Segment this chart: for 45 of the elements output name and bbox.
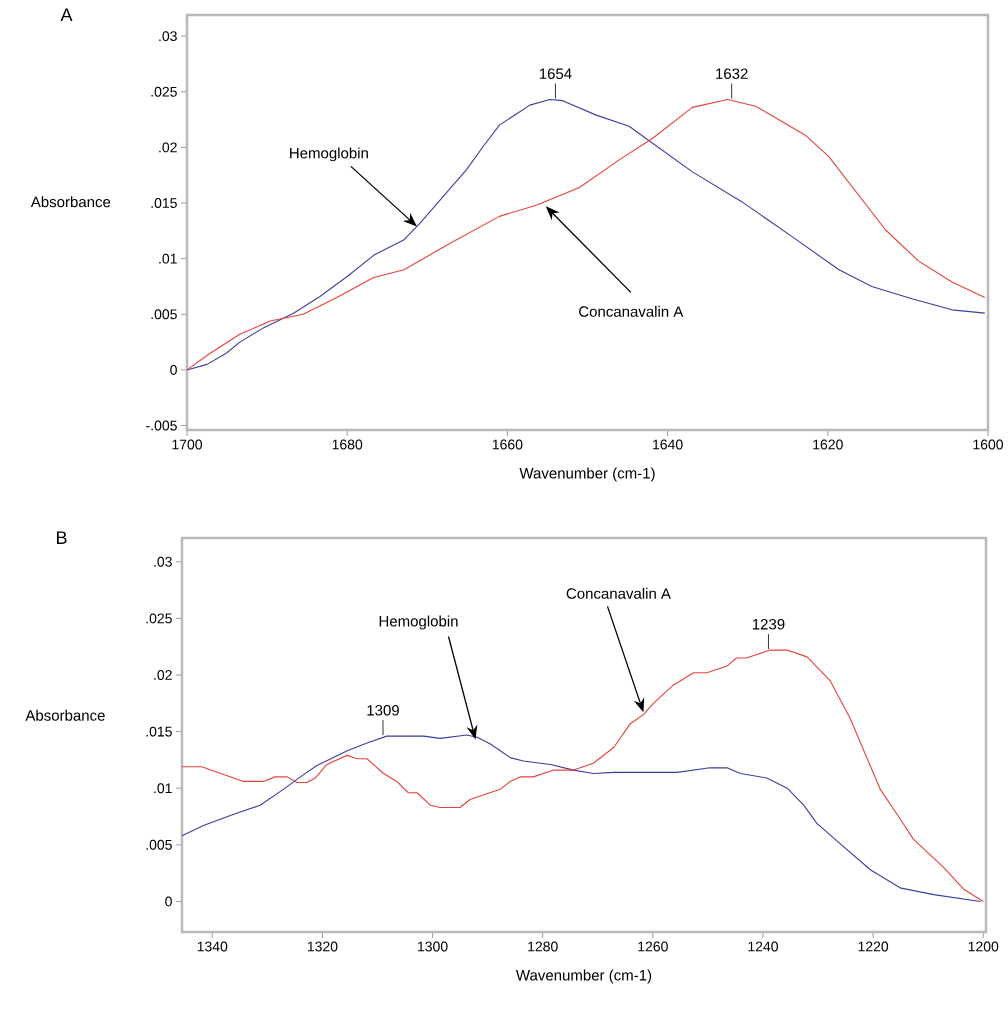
x-tick-label: 1300 bbox=[418, 941, 448, 952]
y-tick-label: -.005 bbox=[146, 420, 177, 431]
x-tick-label: 1600 bbox=[973, 439, 1004, 450]
y-axis-title: Absorbance bbox=[30, 196, 111, 208]
y-tick-label: .03 bbox=[159, 31, 177, 42]
annotation: 1632 bbox=[716, 68, 748, 80]
x-tick-label: 1680 bbox=[332, 439, 363, 450]
x-tick-label: 1220 bbox=[858, 941, 889, 952]
y-tick-label: .005 bbox=[146, 839, 172, 850]
y-axis-title: Absorbance bbox=[25, 709, 105, 721]
annotation: Hemoglobin bbox=[290, 147, 368, 162]
annotation: 1309 bbox=[367, 704, 399, 716]
y-tick-label: .005 bbox=[151, 309, 177, 320]
line-series bbox=[186, 99, 986, 371]
y-tick-label: .01 bbox=[159, 253, 177, 264]
x-tick-label: 1340 bbox=[197, 941, 228, 952]
x-tick-label: 1320 bbox=[307, 941, 338, 952]
annotation: 1654 bbox=[539, 68, 572, 80]
y-tick-label: 0 bbox=[165, 896, 172, 907]
y-tick-label: 0 bbox=[170, 364, 177, 375]
x-tick-label: 1240 bbox=[748, 941, 778, 952]
x-tick-label: 1700 bbox=[172, 439, 203, 450]
x-tick-label: 1280 bbox=[528, 941, 558, 952]
annotation: Hemoglobin bbox=[379, 615, 458, 630]
y-tick-label: .02 bbox=[154, 670, 172, 680]
line-series bbox=[181, 649, 984, 902]
y-tick-label: .01 bbox=[154, 783, 172, 794]
y-tick-label: .03 bbox=[154, 556, 172, 567]
x-tick-label: 1620 bbox=[813, 439, 843, 450]
annotation: 1239 bbox=[752, 618, 785, 630]
y-tick-label: .025 bbox=[151, 86, 177, 97]
y-tick-label: .015 bbox=[151, 198, 177, 208]
y-tick-label: .02 bbox=[159, 142, 177, 153]
x-tick-label: 1660 bbox=[492, 439, 523, 450]
annotation: Concanavalin A bbox=[566, 587, 671, 599]
x-tick-label: 1200 bbox=[968, 941, 999, 952]
x-axis-title: Wavenumber (cm-1) bbox=[515, 969, 652, 984]
y-tick-label: .025 bbox=[146, 613, 172, 624]
annotation: Concanavalin A bbox=[579, 305, 684, 317]
chart-title: B bbox=[57, 531, 67, 544]
chart-title: A bbox=[60, 8, 73, 21]
x-tick-label: 1640 bbox=[653, 439, 683, 450]
x-axis-title: Wavenumber (cm-1) bbox=[519, 467, 655, 482]
x-tick-label: 1260 bbox=[638, 941, 668, 952]
y-tick-label: .015 bbox=[146, 726, 172, 737]
